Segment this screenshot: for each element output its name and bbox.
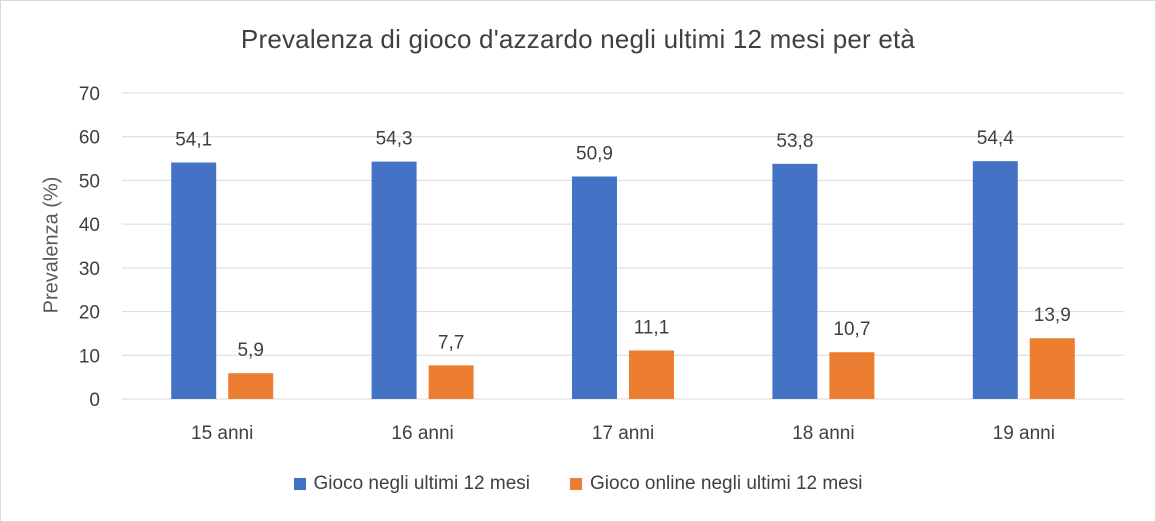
data-labels: 54,1 5,9 54,3 7,7 50,9 11,1 53,8 10,7 54,4 13,9 — [175, 128, 1071, 361]
bar-series-1-2 — [371, 161, 417, 399]
data-label-series-2-2: 7,7 — [438, 332, 464, 353]
data-label-series-1-4: 53,8 — [776, 131, 813, 152]
data-label-series-2-3: 11,1 — [634, 317, 670, 338]
legend-swatch-series-1 — [293, 478, 306, 490]
bar-series-2-4 — [829, 352, 875, 399]
y-tick-label: 20 — [79, 303, 100, 324]
x-category-label: 19 anni — [993, 423, 1055, 444]
bar-series-1-5 — [972, 161, 1018, 399]
data-label-series-1-1: 54,1 — [175, 130, 212, 151]
bar-series-1-3 — [572, 176, 617, 399]
data-label-series-1-5: 54,4 — [977, 128, 1014, 149]
data-label-series-2-1: 5,9 — [237, 340, 263, 361]
legend-item-series-2: Gioco online negli ultimi 12 mesi — [570, 473, 862, 495]
legend-swatch-series-2 — [570, 478, 582, 490]
gridlines — [122, 92, 1124, 400]
bar-series-1-4 — [772, 163, 818, 399]
y-tick-label: 50 — [79, 171, 100, 192]
data-label-series-1-2: 54,3 — [376, 129, 413, 150]
x-category-label: 17 anni — [592, 423, 654, 444]
x-category-label: 15 anni — [191, 423, 253, 444]
y-tick-label: 70 — [79, 84, 100, 105]
chart-title: Prevalenza di gioco d'azzardo negli ulti… — [240, 24, 916, 54]
bar-series-1-1 — [171, 162, 217, 399]
bars — [171, 161, 1075, 399]
bar-series-2-2 — [428, 365, 474, 399]
x-category-labels: 15 anni 16 anni 17 anni 18 anni 19 anni — [191, 423, 1055, 444]
legend-item-series-1: Gioco negli ultimi 12 mesi — [293, 473, 530, 495]
data-label-series-2-5: 13,9 — [1034, 305, 1071, 326]
bar-series-2-1 — [228, 373, 274, 399]
legend-label-series-1: Gioco negli ultimi 12 mesi — [313, 473, 530, 494]
y-tick-label: 30 — [79, 259, 100, 280]
x-category-label: 16 anni — [391, 423, 453, 444]
legend-label-series-2: Gioco online negli ultimi 12 mesi — [590, 473, 863, 494]
y-tick-label: 60 — [79, 128, 100, 149]
y-tick-label: 10 — [79, 346, 100, 367]
y-tick-label: 40 — [79, 215, 100, 236]
data-label-series-2-4: 10,7 — [833, 319, 870, 340]
x-category-label: 18 anni — [792, 423, 854, 444]
y-tick-labels: 0 10 20 30 40 50 60 70 — [79, 84, 100, 411]
bar-series-2-5 — [1029, 338, 1075, 399]
legend: Gioco negli ultimi 12 mesi Gioco online … — [0, 473, 1156, 495]
y-tick-label: 0 — [89, 390, 100, 411]
data-label-series-1-3: 50,9 — [576, 143, 613, 164]
bar-series-2-3 — [629, 350, 674, 399]
